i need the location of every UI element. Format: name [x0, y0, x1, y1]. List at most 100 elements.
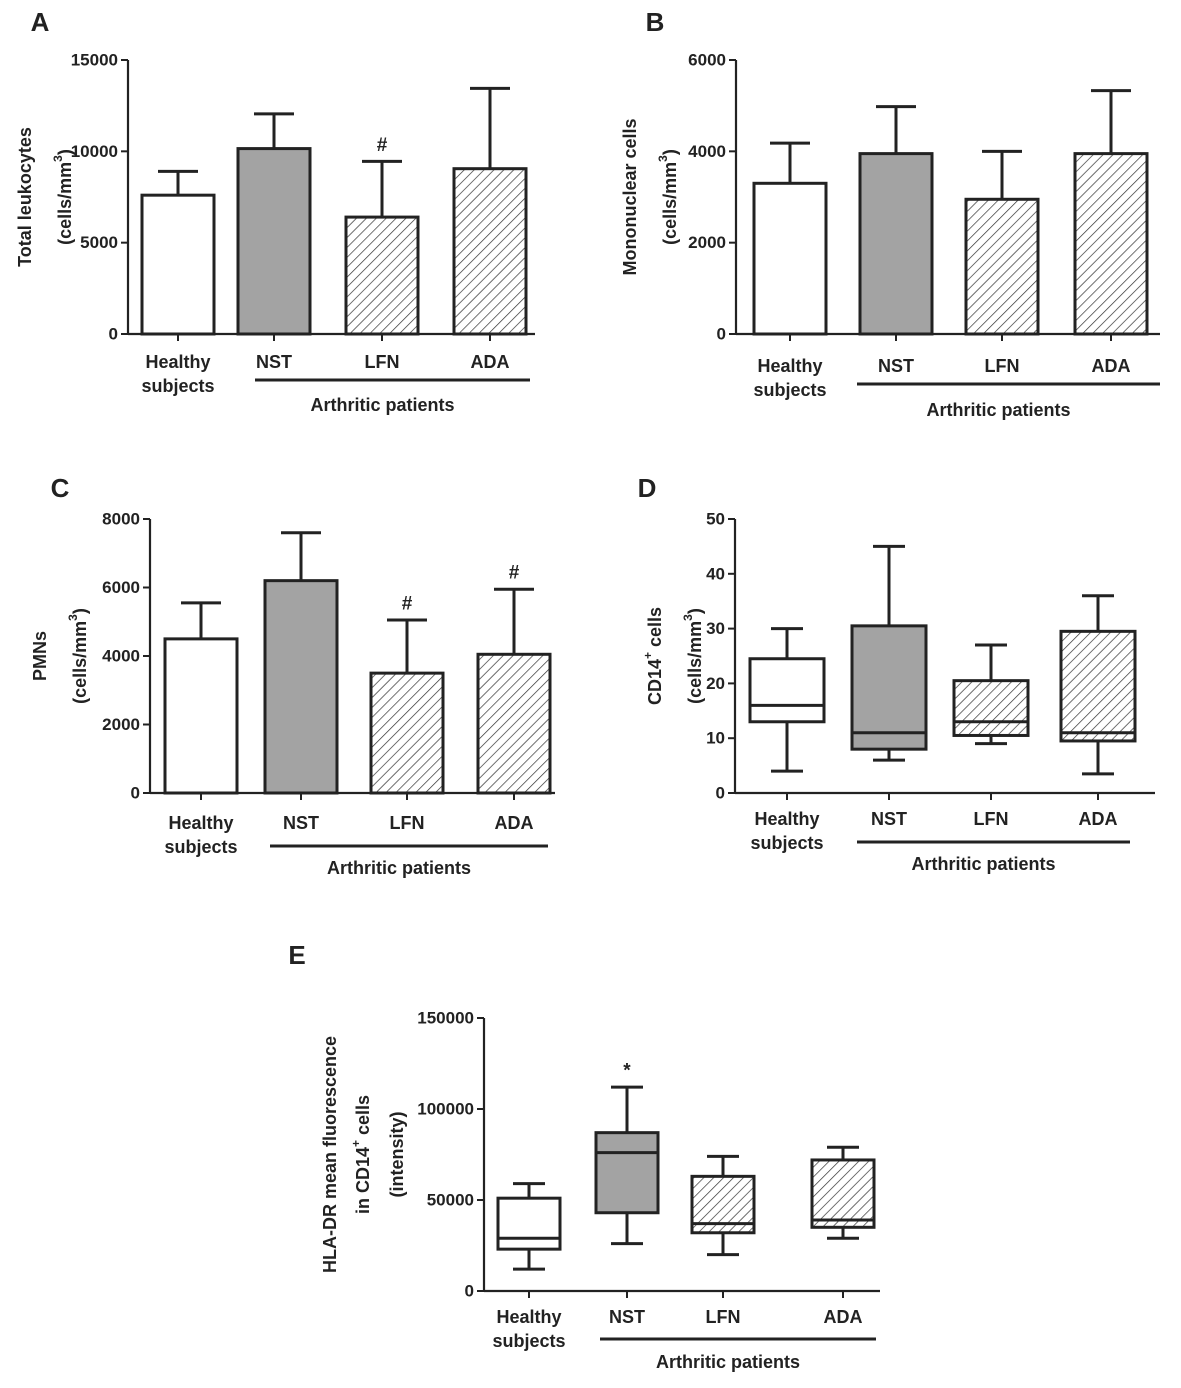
y-axis-title-part: in CD14 [353, 1147, 373, 1214]
x-tick-label: ADA [1079, 809, 1118, 829]
x-tick-label-line: LFN [985, 356, 1020, 376]
y-tick-label: 8000 [102, 510, 140, 529]
x-tick-label-line: LFN [706, 1307, 741, 1327]
y-axis-title: Mononuclear cells [620, 118, 640, 275]
x-tick-label: NST [283, 813, 319, 833]
group-label: Arthritic patients [926, 400, 1070, 420]
x-tick-label: ADA [495, 813, 534, 833]
y-tick-label: 20 [706, 674, 725, 693]
significance-marker: # [377, 135, 388, 156]
x-tick-label: ADA [1092, 356, 1131, 376]
bar [263, 579, 339, 795]
y-axis-title: Total leukocytes [15, 127, 35, 267]
y-axis-title-superscript: 3 [51, 155, 65, 162]
bar [752, 181, 828, 336]
y-axis-title-superscript: 3 [681, 614, 695, 621]
y-axis-units: (cells/mm3) [656, 149, 680, 245]
panel-label: B [646, 7, 665, 37]
x-tick-label-line: LFN [365, 352, 400, 372]
significance-marker: # [509, 563, 520, 584]
y-axis-title-part: CD14 [645, 659, 665, 705]
box [748, 657, 826, 724]
group-label: Arthritic patients [310, 395, 454, 415]
x-tick-label-line: NST [283, 813, 319, 833]
panel-d: D 0 10 20 30 40 50 Healthy subjects NST LFN ADA Arth… [638, 473, 1155, 874]
panel-label: A [31, 7, 50, 37]
box [810, 1158, 876, 1229]
panel-label: C [51, 473, 70, 503]
x-tick-label-line: LFN [974, 809, 1009, 829]
y-tick-label: 4000 [688, 142, 726, 161]
x-tick-label-line: subjects [141, 376, 214, 396]
y-axis-units: (cells/mm3) [51, 149, 75, 245]
y-tick-label: 150000 [417, 1009, 474, 1028]
box [952, 679, 1030, 737]
x-tick-label-line: ADA [471, 352, 510, 372]
x-tick-label-line: NST [871, 809, 907, 829]
x-tick-label: NST [871, 809, 907, 829]
x-tick-label: Healthy subjects [492, 1307, 565, 1351]
y-tick-label: 10000 [71, 142, 118, 161]
panel-a: A 0 5000 10000 15000 # Healthy subjects NST LFN AD… [15, 7, 535, 415]
x-tick-label-line: subjects [164, 837, 237, 857]
y-axis-title-part: cells [353, 1095, 373, 1140]
panel-label: D [638, 473, 657, 503]
y-axis-title-line-3: (intensity) [387, 1111, 407, 1197]
x-tick-label: LFN [985, 356, 1020, 376]
y-axis-title-part: (cells/mm [70, 621, 90, 704]
y-tick-label: 2000 [102, 715, 140, 734]
y-tick-label: 50 [706, 510, 725, 529]
x-tick-label: LFN [390, 813, 425, 833]
y-axis-title-part: ) [685, 608, 705, 614]
panel-b: B 0 2000 4000 6000 Healthy subjects NST LFN ADA Ar… [620, 7, 1160, 420]
y-axis-title-superscript: 3 [656, 155, 670, 162]
bar [163, 637, 239, 795]
y-tick-label: 40 [706, 564, 725, 583]
y-tick-label: 0 [131, 784, 140, 803]
y-tick-label: 15000 [71, 51, 118, 70]
y-axis-units: (cells/mm3) [681, 608, 705, 704]
bar [476, 652, 552, 795]
box [1059, 629, 1137, 743]
x-tick-label-line: NST [609, 1307, 645, 1327]
y-axis-title-line-2: in CD14+ cells [349, 1095, 373, 1214]
y-tick-label: 50000 [427, 1191, 474, 1210]
x-tick-label-line: NST [256, 352, 292, 372]
x-tick-label: Healthy subjects [141, 352, 214, 396]
y-axis-title-superscript: 3 [66, 614, 80, 621]
x-tick-label-line: ADA [1079, 809, 1118, 829]
y-axis-title: HLA-DR mean fluorescence [320, 1036, 340, 1273]
y-tick-label: 2000 [688, 233, 726, 252]
y-tick-label: 30 [706, 619, 725, 638]
y-tick-label: 4000 [102, 647, 140, 666]
x-tick-label-line: subjects [753, 380, 826, 400]
box [594, 1131, 660, 1215]
y-tick-label: 0 [109, 325, 118, 344]
x-tick-label: LFN [365, 352, 400, 372]
x-tick-label-line: subjects [492, 1331, 565, 1351]
y-axis-title-superscript: + [349, 1140, 363, 1147]
group-label: Arthritic patients [327, 858, 471, 878]
x-tick-label-line: ADA [495, 813, 534, 833]
bar [369, 671, 445, 795]
y-axis-units: (cells/mm3) [66, 608, 90, 704]
group-label: Arthritic patients [911, 854, 1055, 874]
y-axis-title: CD14+ cells [641, 607, 665, 705]
x-tick-label: Healthy subjects [164, 813, 237, 857]
x-tick-label: ADA [824, 1307, 863, 1327]
x-tick-label: ADA [471, 352, 510, 372]
group-label: Arthritic patients [656, 1352, 800, 1372]
bar [140, 193, 216, 336]
bar [858, 152, 934, 336]
x-tick-label-line: NST [878, 356, 914, 376]
x-tick-label: Healthy subjects [753, 356, 826, 400]
x-tick-label: LFN [706, 1307, 741, 1327]
x-tick-label-line: Healthy [754, 809, 819, 829]
bar [344, 215, 420, 336]
x-tick-label-line: ADA [824, 1307, 863, 1327]
panel-c: C 0 2000 4000 6000 8000 # # Healthy subjects NST LF… [30, 473, 555, 878]
x-tick-label: Healthy subjects [750, 809, 823, 853]
x-tick-label-line: subjects [750, 833, 823, 853]
significance-marker: # [402, 594, 413, 615]
